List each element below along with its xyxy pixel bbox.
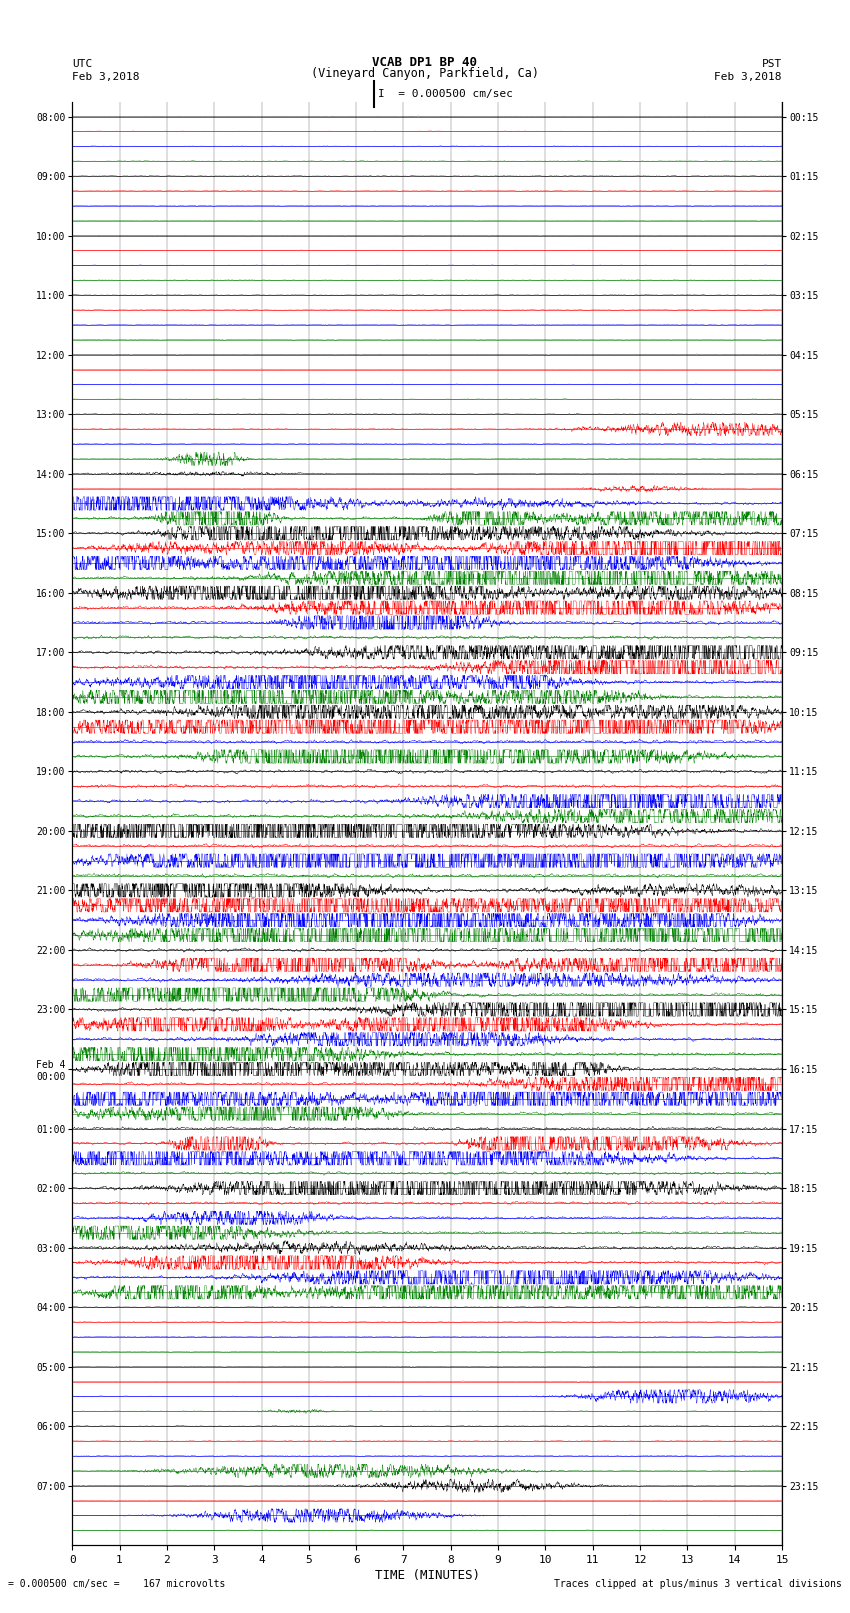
Text: Feb 3,2018: Feb 3,2018 <box>715 73 782 82</box>
Text: UTC: UTC <box>72 58 93 69</box>
X-axis label: TIME (MINUTES): TIME (MINUTES) <box>375 1569 479 1582</box>
Text: (Vineyard Canyon, Parkfield, Ca): (Vineyard Canyon, Parkfield, Ca) <box>311 66 539 79</box>
Text: I  = 0.000500 cm/sec: I = 0.000500 cm/sec <box>378 89 513 100</box>
Text: = 0.000500 cm/sec =    167 microvolts: = 0.000500 cm/sec = 167 microvolts <box>8 1579 226 1589</box>
Text: Feb 3,2018: Feb 3,2018 <box>72 73 139 82</box>
Text: Traces clipped at plus/minus 3 vertical divisions: Traces clipped at plus/minus 3 vertical … <box>553 1579 842 1589</box>
Text: VCAB DP1 BP 40: VCAB DP1 BP 40 <box>372 55 478 69</box>
Text: PST: PST <box>762 58 782 69</box>
